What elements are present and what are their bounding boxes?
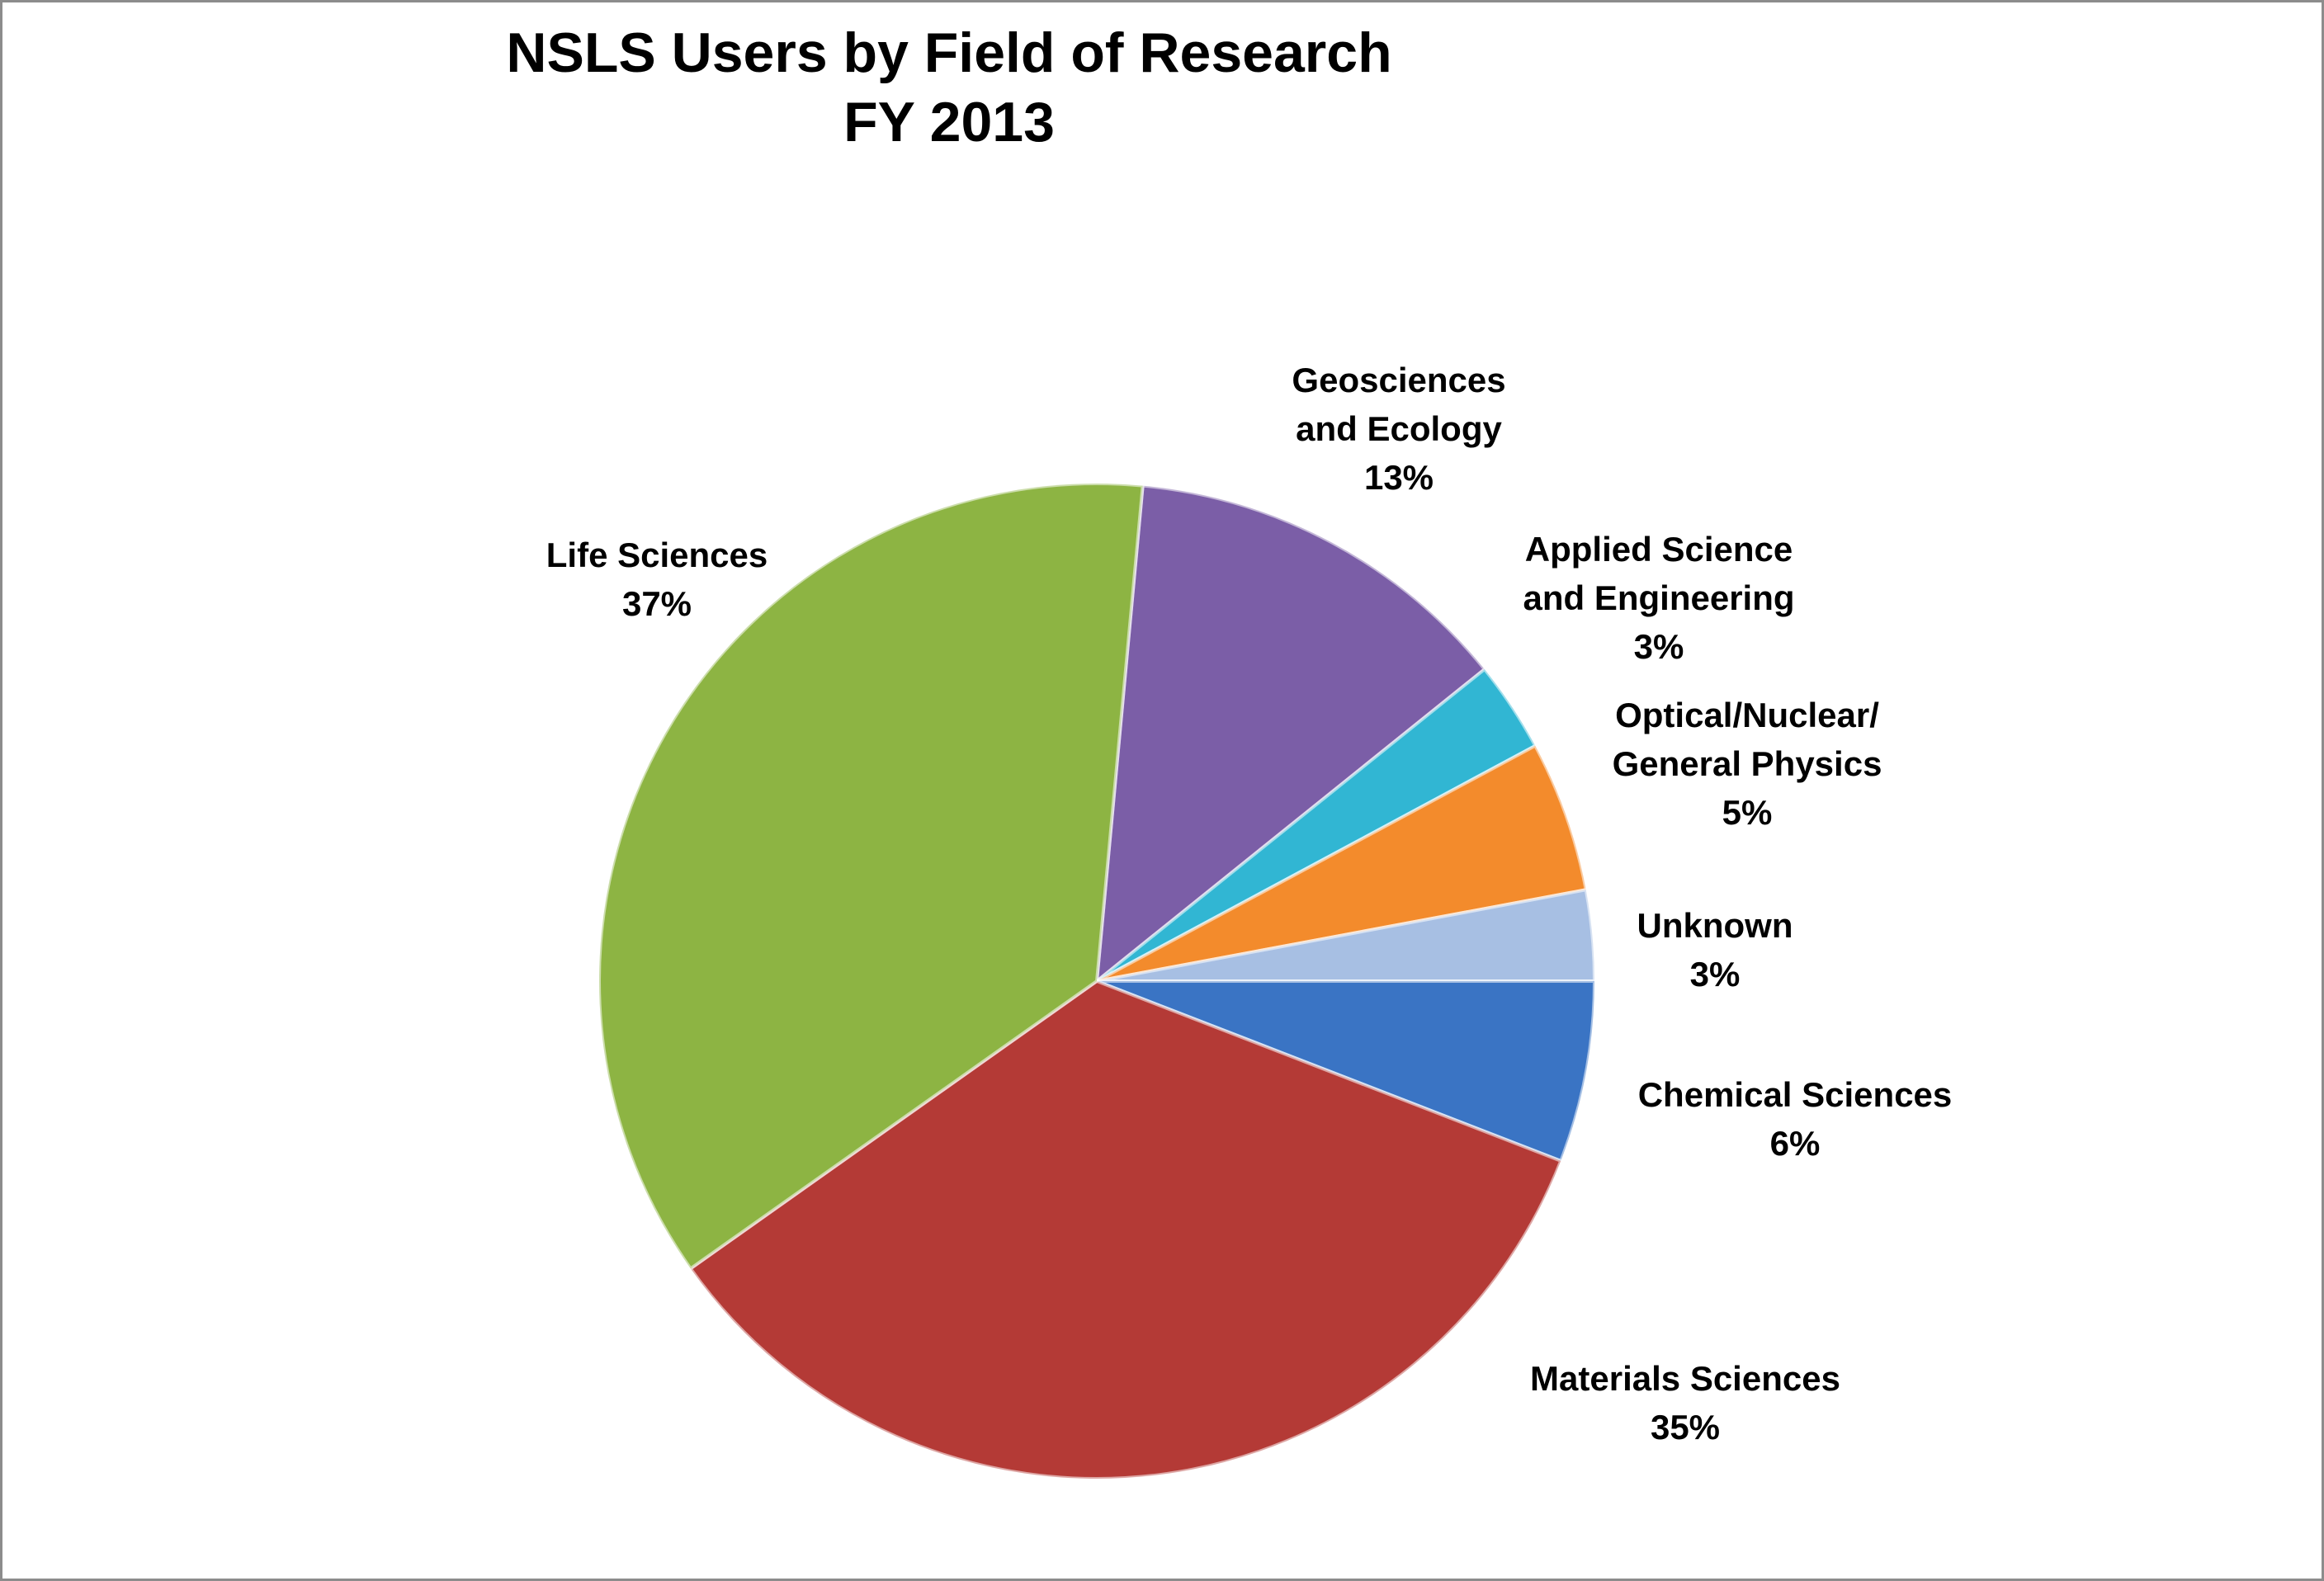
value-label: 6% xyxy=(1769,1124,1821,1163)
title-block: NSLS Users by Field of Research FY 2013 xyxy=(0,18,1898,157)
value-label: 13% xyxy=(1363,458,1434,497)
category-label: Life Sciences xyxy=(546,536,768,574)
pie-slice xyxy=(1096,979,1597,1163)
category-label: Geosciences and Ecology xyxy=(1292,361,1506,448)
value-label: 3% xyxy=(1689,955,1741,993)
chart-subtitle: FY 2013 xyxy=(843,91,1055,153)
value-label: 35% xyxy=(1650,1408,1721,1446)
slice-label: Chemical Sciences 6% xyxy=(1638,1070,1953,1168)
slice-label: Applied Science and Engineering 3% xyxy=(1523,525,1794,671)
slice-label: Unknown 3% xyxy=(1637,901,1793,998)
slice-label: Optical/Nuclear/ General Physics 5% xyxy=(1613,691,1882,837)
slice-label: Life Sciences 37% xyxy=(546,531,768,628)
slice-label: Geosciences and Ecology 13% xyxy=(1292,356,1505,502)
chart-title: NSLS Users by Field of Research xyxy=(506,21,1392,84)
category-label: Optical/Nuclear/ General Physics xyxy=(1612,696,1882,783)
category-label: Applied Science and Engineering xyxy=(1523,530,1795,617)
value-label: 3% xyxy=(1633,627,1684,666)
pie-slice xyxy=(688,979,1563,1480)
slice-label: Materials Sciences 35% xyxy=(1530,1354,1840,1451)
category-label: Unknown xyxy=(1637,906,1793,945)
category-label: Chemical Sciences xyxy=(1637,1075,1953,1114)
category-label: Materials Sciences xyxy=(1530,1359,1840,1398)
pie-slice xyxy=(1094,484,1487,985)
value-label: 5% xyxy=(1722,793,1773,832)
pie-slice xyxy=(598,482,1145,1272)
pie-slice xyxy=(1096,743,1589,983)
value-label: 37% xyxy=(621,584,692,623)
